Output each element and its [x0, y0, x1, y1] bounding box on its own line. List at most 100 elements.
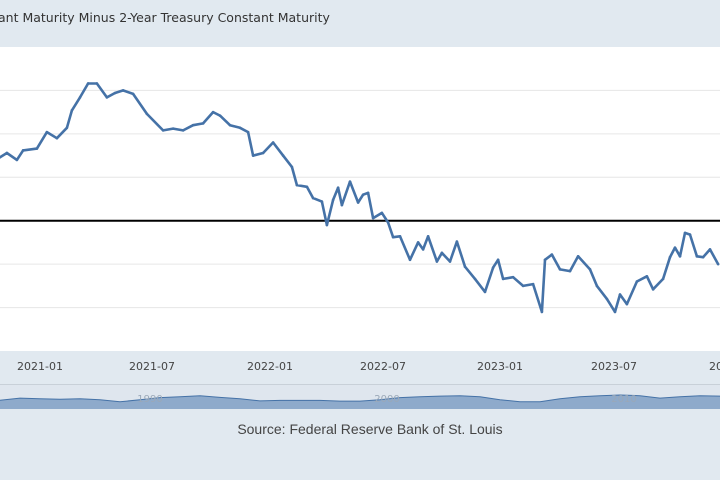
data-point: [45, 130, 49, 134]
data-point: [366, 191, 370, 195]
data-point: [463, 265, 467, 269]
data-point: [251, 154, 255, 157]
data-point: [421, 248, 425, 251]
data-point: [271, 141, 275, 144]
data-point: [440, 251, 444, 255]
data-point: [448, 260, 452, 263]
data-point: [668, 255, 672, 259]
data-point: [0, 156, 2, 159]
x-tick-label: 2023-07: [591, 360, 637, 373]
data-point: [613, 310, 617, 314]
data-point: [701, 255, 705, 259]
data-point: [568, 269, 572, 273]
data-point: [95, 82, 99, 85]
data-point: [688, 233, 692, 236]
navigator-line: [0, 394, 720, 403]
data-point: [211, 110, 215, 114]
data-point: [521, 284, 525, 288]
navigator-area: [0, 395, 720, 409]
data-point: [605, 297, 609, 301]
data-point: [588, 268, 592, 271]
data-point: [70, 109, 74, 112]
data-point: [295, 183, 299, 187]
data-point: [21, 149, 25, 152]
data-point: [543, 258, 547, 262]
data-point: [558, 268, 562, 271]
data-point: [426, 235, 430, 238]
data-point: [678, 255, 682, 258]
data-point: [348, 180, 352, 183]
data-point: [496, 258, 500, 262]
data-point: [261, 151, 265, 155]
data-point: [78, 96, 82, 99]
data-point: [290, 165, 294, 169]
data-point: [361, 193, 365, 196]
data-point: [416, 241, 420, 244]
data-point: [105, 96, 109, 99]
data-point: [380, 211, 384, 215]
data-point: [246, 130, 250, 134]
line-chart: [0, 82, 720, 314]
data-point: [218, 114, 222, 117]
data-point: [483, 290, 487, 294]
data-point: [531, 282, 535, 286]
data-point: [121, 89, 125, 92]
data-point: [391, 235, 395, 239]
x-tick-label: 2021-07: [129, 360, 175, 373]
data-point: [661, 277, 665, 281]
data-point: [386, 221, 390, 224]
data-point: [618, 293, 622, 296]
data-point: [716, 262, 720, 266]
x-tick-label: 2023-01: [477, 360, 523, 373]
data-point: [238, 126, 242, 130]
data-point: [635, 280, 639, 283]
data-point: [625, 302, 629, 306]
data-point: [340, 203, 344, 207]
data-point: [708, 248, 712, 251]
data-point: [281, 154, 285, 157]
data-point: [491, 266, 495, 269]
data-point: [595, 284, 599, 288]
data-point: [576, 255, 580, 258]
data-point: [651, 288, 655, 291]
x-tick-label: 2021-01: [17, 360, 63, 373]
data-point: [645, 275, 649, 278]
data-point: [145, 112, 149, 116]
data-point: [473, 277, 477, 281]
data-point: [331, 198, 335, 202]
data-point: [501, 277, 505, 281]
data-point: [15, 158, 19, 162]
data-point: [5, 151, 9, 155]
data-point: [540, 310, 544, 314]
data-point: [161, 129, 165, 132]
data-point: [181, 129, 185, 132]
data-point: [435, 260, 439, 263]
range-navigator[interactable]: [0, 384, 720, 409]
x-tick-label: 2022-07: [360, 360, 406, 373]
data-point: [201, 122, 205, 125]
x-tick-label: 2022-01: [247, 360, 293, 373]
data-point: [311, 196, 315, 200]
data-point: [398, 235, 402, 238]
series-line[interactable]: [0, 82, 720, 314]
data-point: [371, 216, 375, 220]
data-point: [550, 253, 554, 256]
x-tick-label: 2024-01: [709, 360, 720, 373]
data-point: [55, 136, 59, 140]
data-point: [325, 223, 329, 227]
data-point: [305, 185, 309, 189]
navigator-chart: [0, 394, 720, 409]
data-point: [511, 275, 515, 279]
data-point: [683, 231, 687, 235]
data-point: [65, 126, 69, 130]
data-point: [336, 186, 340, 190]
chart-title: ant Maturity Minus 2-Year Treasury Const…: [0, 10, 330, 25]
data-point: [86, 82, 90, 85]
data-point: [455, 240, 459, 243]
plot-area: [0, 47, 720, 351]
navigator-label: 1990: [137, 394, 163, 405]
source-note: Source: Federal Reserve Bank of St. Loui…: [237, 421, 503, 437]
data-point: [673, 246, 677, 249]
data-point: [320, 200, 324, 203]
data-point: [171, 127, 175, 130]
